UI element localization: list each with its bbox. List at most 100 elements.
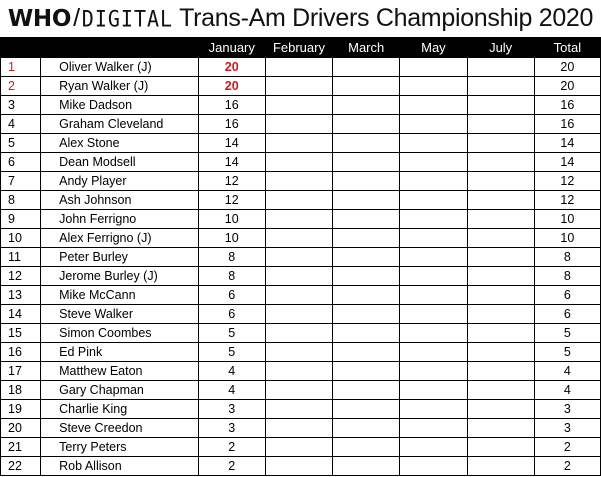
cell-march [332, 456, 401, 476]
cell-driver: Graham Cleveland [40, 114, 199, 134]
cell-position: 11 [0, 247, 42, 267]
cell-july [466, 266, 535, 286]
table-row: 14 Steve Walker 6 6 [0, 304, 601, 324]
logo-who: WHO [7, 5, 72, 32]
table-row: 1 Oliver Walker (J) 20 20 [0, 57, 601, 77]
cell-driver: Oliver Walker (J) [40, 57, 199, 77]
table-row: 4 Graham Cleveland 16 16 [0, 114, 601, 134]
cell-january: 20 [197, 57, 266, 77]
cell-total: 6 [533, 304, 601, 324]
table-row: 18 Gary Chapman 4 4 [0, 380, 601, 400]
cell-january: 5 [197, 323, 266, 343]
cell-january: 8 [197, 266, 266, 286]
cell-january: 4 [197, 380, 266, 400]
cell-july [466, 399, 535, 419]
cell-july [466, 380, 535, 400]
table-row: 16 Ed Pink 5 5 [0, 342, 601, 362]
cell-july [466, 304, 535, 324]
cell-march [332, 133, 401, 153]
cell-total: 4 [533, 380, 601, 400]
cell-may [399, 76, 468, 96]
cell-february [264, 323, 334, 343]
header-january: January [197, 37, 266, 58]
cell-february [264, 361, 334, 381]
cell-may [399, 399, 468, 419]
cell-may [399, 285, 468, 305]
cell-position: 3 [0, 95, 42, 115]
cell-may [399, 228, 468, 248]
cell-may [399, 342, 468, 362]
cell-driver: Alex Stone [40, 133, 199, 153]
cell-total: 10 [533, 209, 601, 229]
cell-position: 12 [0, 266, 42, 286]
cell-may [399, 437, 468, 457]
cell-may [399, 152, 468, 172]
standings-table: January February March May July Total 1 Oliver… [0, 37, 601, 476]
cell-position: 8 [0, 190, 42, 210]
cell-february [264, 190, 334, 210]
cell-july [466, 133, 535, 153]
cell-january: 20 [197, 76, 266, 96]
cell-driver: Mike McCann [40, 285, 199, 305]
cell-total: 20 [533, 57, 601, 77]
cell-january: 16 [197, 114, 266, 134]
cell-february [264, 380, 334, 400]
cell-july [466, 228, 535, 248]
header-july: July [466, 37, 535, 58]
cell-driver: Matthew Eaton [40, 361, 199, 381]
cell-march [332, 380, 401, 400]
cell-may [399, 209, 468, 229]
table-row: 10 Alex Ferrigno (J) 10 10 [0, 228, 601, 248]
cell-january: 6 [197, 304, 266, 324]
cell-march [332, 266, 401, 286]
cell-july [466, 437, 535, 457]
table-row: 22 Rob Allison 2 2 [0, 456, 601, 476]
cell-march [332, 342, 401, 362]
table-row: 15 Simon Coombes 5 5 [0, 323, 601, 343]
cell-position: 18 [0, 380, 42, 400]
cell-driver: Alex Ferrigno (J) [40, 228, 199, 248]
cell-march [332, 323, 401, 343]
cell-july [466, 456, 535, 476]
table-row: 3 Mike Dadson 16 16 [0, 95, 601, 115]
cell-total: 2 [533, 456, 601, 476]
cell-total: 6 [533, 285, 601, 305]
table-row: 5 Alex Stone 14 14 [0, 133, 601, 153]
cell-driver: Andy Player [40, 171, 199, 191]
cell-may [399, 361, 468, 381]
cell-march [332, 247, 401, 267]
cell-january: 6 [197, 285, 266, 305]
cell-march [332, 285, 401, 305]
logo-slash: / [73, 4, 80, 32]
cell-may [399, 323, 468, 343]
cell-march [332, 304, 401, 324]
cell-driver: Charlie King [40, 399, 199, 419]
table-row: 11 Peter Burley 8 8 [0, 247, 601, 267]
cell-driver: Gary Chapman [40, 380, 199, 400]
cell-february [264, 266, 334, 286]
table-row: 2 Ryan Walker (J) 20 20 [0, 76, 601, 96]
table-row: 20 Steve Creedon 3 3 [0, 418, 601, 438]
cell-february [264, 399, 334, 419]
cell-july [466, 171, 535, 191]
cell-february [264, 152, 334, 172]
cell-january: 14 [197, 152, 266, 172]
cell-total: 3 [533, 418, 601, 438]
cell-total: 8 [533, 247, 601, 267]
table-row: 12 Jerome Burley (J) 8 8 [0, 266, 601, 286]
cell-may [399, 190, 468, 210]
cell-total: 16 [533, 114, 601, 134]
cell-position: 13 [0, 285, 42, 305]
cell-driver: Jerome Burley (J) [40, 266, 199, 286]
cell-may [399, 380, 468, 400]
cell-driver: Mike Dadson [40, 95, 199, 115]
cell-february [264, 95, 334, 115]
cell-position: 4 [0, 114, 42, 134]
header-driver [40, 37, 199, 58]
cell-may [399, 266, 468, 286]
cell-july [466, 190, 535, 210]
cell-july [466, 152, 535, 172]
cell-january: 5 [197, 342, 266, 362]
cell-driver: Ryan Walker (J) [40, 76, 199, 96]
cell-driver: Terry Peters [40, 437, 199, 457]
